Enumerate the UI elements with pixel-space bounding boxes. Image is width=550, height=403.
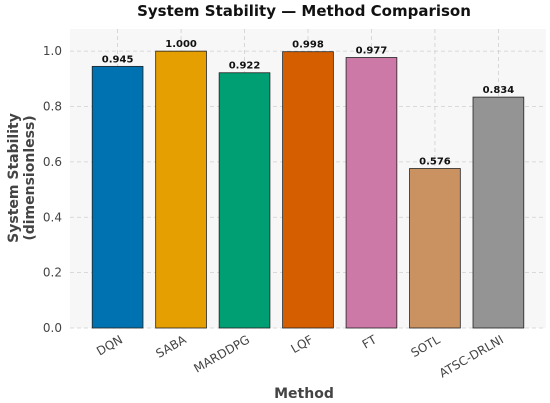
data-label: 0.977	[356, 46, 388, 57]
y-tick-label: 1.0	[43, 44, 62, 58]
bars	[91, 50, 525, 329]
bar-sotl	[409, 168, 461, 329]
data-label: 0.576	[419, 157, 451, 168]
bar-atsc-drlni	[472, 96, 525, 329]
x-tick-label: FT	[360, 332, 380, 351]
x-tick-label: SABA	[153, 332, 189, 361]
x-tick-label: MARDDPG	[191, 332, 252, 375]
bar-saba	[155, 50, 207, 329]
x-tick-label: DQN	[94, 332, 125, 358]
y-tick-label: 0.2	[43, 266, 62, 280]
chart-title: System Stability — Method Comparison	[137, 2, 471, 20]
data-label: 0.998	[292, 40, 324, 51]
bar-ft	[345, 57, 398, 329]
x-tick-label: LQF	[289, 332, 316, 356]
bar-marddpg	[218, 72, 271, 329]
data-labels: 0.945 1.000 0.922 0.998 0.977 0.576 0.834	[102, 39, 514, 167]
y-axis-ticks: 0.0 0.2 0.4 0.6 0.8 1.0	[43, 44, 62, 335]
y-axis-label: System Stability (dimensionless)	[6, 113, 38, 243]
y-axis-label-line-2: (dimensionless)	[22, 115, 38, 240]
y-tick-label: 0.6	[43, 155, 62, 169]
y-tick-label: 0.0	[43, 321, 62, 335]
bar-dqn	[91, 65, 144, 329]
bar-lqf	[282, 51, 334, 329]
x-tick-label: SOTL	[409, 332, 443, 360]
data-label: 0.922	[229, 61, 261, 72]
data-label: 0.945	[102, 54, 134, 65]
y-tick-label: 0.4	[43, 210, 62, 224]
y-tick-label: 0.8	[43, 100, 62, 114]
data-label: 0.834	[483, 85, 515, 96]
y-axis-label-line-1: System Stability	[6, 113, 22, 243]
x-tick-label: ATSC-DRLNI	[437, 332, 506, 380]
data-label: 1.000	[165, 39, 197, 50]
x-axis-label: Method	[274, 386, 334, 402]
